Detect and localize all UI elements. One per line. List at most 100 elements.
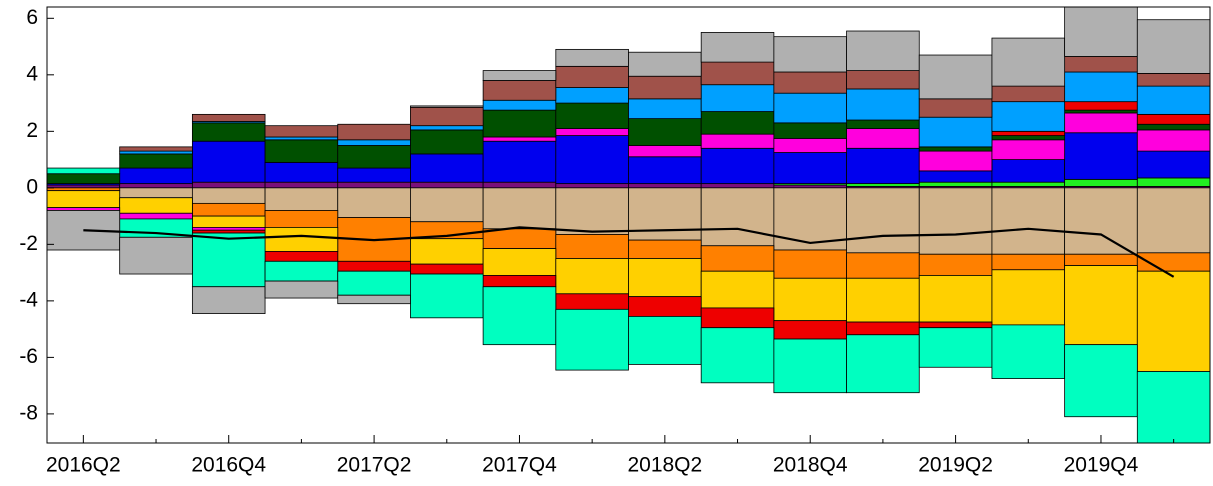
bar-segment bbox=[191, 113, 266, 122]
bar-segment bbox=[628, 98, 702, 120]
y-tick-label: 6 bbox=[26, 6, 38, 29]
bar-segment bbox=[700, 245, 775, 272]
bar-segment bbox=[628, 145, 702, 158]
bar-segment bbox=[337, 145, 411, 169]
bar-segment bbox=[918, 321, 993, 329]
bar-segment bbox=[410, 263, 484, 275]
bar-segment bbox=[264, 125, 339, 138]
bar-segment bbox=[918, 54, 993, 100]
bar-segment bbox=[1064, 178, 1138, 187]
bar-segment bbox=[628, 51, 702, 77]
bar-segment bbox=[47, 207, 121, 211]
bar-segment bbox=[337, 139, 411, 146]
bar-segment bbox=[482, 228, 557, 249]
bar-segment bbox=[191, 122, 266, 142]
bar-segment bbox=[700, 147, 775, 185]
bar-segment bbox=[991, 101, 1066, 132]
bar-segment bbox=[47, 173, 121, 185]
bar-segment bbox=[918, 253, 993, 276]
bar-segment bbox=[555, 293, 629, 310]
bar-segment bbox=[846, 119, 920, 129]
bar-segment bbox=[337, 294, 411, 305]
bar-segment bbox=[846, 147, 920, 185]
bar-segment bbox=[119, 236, 193, 275]
bar-segment bbox=[191, 286, 266, 314]
bar-segment bbox=[1064, 265, 1138, 346]
bar-segment bbox=[918, 116, 993, 148]
bar-segment bbox=[264, 187, 339, 211]
bar-segment bbox=[700, 61, 775, 86]
bar-segment bbox=[555, 234, 629, 259]
bar-segment bbox=[410, 153, 484, 183]
bar-segment bbox=[555, 65, 629, 88]
bar-segment bbox=[991, 253, 1066, 271]
bar-segment bbox=[918, 146, 993, 152]
bar-segment bbox=[191, 181, 266, 189]
bar-segment bbox=[1136, 150, 1210, 179]
bar-segment bbox=[846, 30, 920, 71]
bar-segment bbox=[628, 75, 702, 100]
bar-segment bbox=[482, 99, 557, 111]
bar-segment bbox=[555, 183, 629, 189]
plot-frame bbox=[46, 6, 1211, 444]
bar-segment bbox=[1064, 132, 1138, 180]
x-tick-label: 2016Q4 bbox=[191, 454, 266, 477]
bar-segment bbox=[119, 187, 193, 199]
bar-segment bbox=[1136, 85, 1210, 115]
bar-segment bbox=[918, 187, 993, 255]
bar-segment bbox=[119, 183, 193, 189]
bar-segment bbox=[628, 183, 702, 189]
y-tick-label: -2 bbox=[19, 232, 38, 255]
bar-segment bbox=[991, 159, 1066, 183]
bar-segment bbox=[846, 128, 920, 149]
bar-segment bbox=[1064, 344, 1138, 418]
bar-segment bbox=[47, 167, 121, 175]
bar-segment bbox=[337, 181, 411, 189]
bar-segment bbox=[555, 87, 629, 104]
bar-segment bbox=[918, 98, 993, 118]
bar-segment bbox=[1064, 56, 1138, 73]
bar-segment bbox=[846, 183, 920, 187]
bar-segment bbox=[337, 123, 411, 141]
y-tick-label: 4 bbox=[26, 62, 38, 85]
bar-segment bbox=[628, 258, 702, 298]
bar-segment bbox=[555, 135, 629, 185]
bar-segment bbox=[628, 316, 702, 365]
line bbox=[83, 226, 1175, 278]
bar-segment bbox=[846, 70, 920, 90]
bar-segment bbox=[191, 229, 266, 234]
bar-segment bbox=[773, 152, 847, 185]
bar-segment bbox=[1064, 187, 1138, 255]
bar-segment bbox=[773, 137, 847, 153]
bar-segment bbox=[47, 187, 121, 192]
bar-segment bbox=[846, 88, 920, 121]
bar-segment bbox=[991, 37, 1066, 87]
bar-segment bbox=[773, 277, 847, 322]
bar-segment bbox=[555, 258, 629, 295]
bar-segment bbox=[846, 321, 920, 336]
bar-segment bbox=[700, 307, 775, 329]
y-tick-label: -8 bbox=[19, 401, 38, 424]
bar-segment bbox=[555, 308, 629, 371]
bar-segment bbox=[482, 248, 557, 276]
y-tick-label: 0 bbox=[26, 175, 38, 198]
x-tick-label: 2018Q2 bbox=[627, 454, 702, 477]
y-tick-label: -6 bbox=[19, 345, 38, 368]
bar-segment bbox=[119, 153, 193, 169]
bar-segment bbox=[482, 275, 557, 288]
bar-segment bbox=[991, 187, 1066, 255]
bar-segment bbox=[555, 48, 629, 67]
bar-segment bbox=[1136, 113, 1210, 125]
bar-segment bbox=[1064, 101, 1138, 111]
bar-segment bbox=[700, 327, 775, 384]
bar-segment bbox=[264, 227, 339, 252]
bar-segment bbox=[410, 238, 484, 265]
bar-segment bbox=[1136, 73, 1210, 87]
bar-segment bbox=[700, 32, 775, 63]
bar-segment bbox=[846, 187, 920, 254]
bar-segment bbox=[773, 184, 847, 189]
bar-segment bbox=[264, 162, 339, 183]
bar-segment bbox=[773, 320, 847, 340]
bar-segment bbox=[337, 167, 411, 183]
